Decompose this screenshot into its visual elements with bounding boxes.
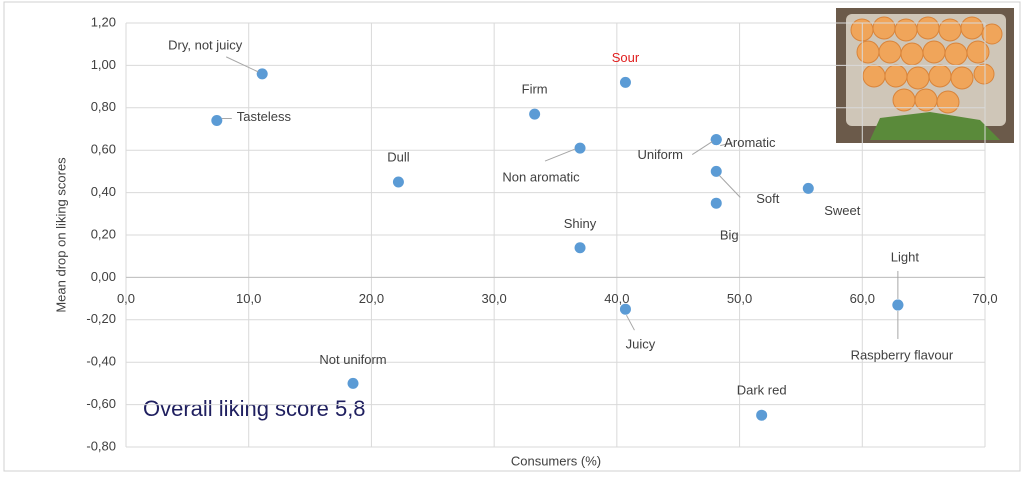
x-tick-label: 40,0 bbox=[604, 291, 629, 306]
point bbox=[711, 166, 722, 177]
point bbox=[257, 68, 268, 79]
point bbox=[575, 143, 586, 154]
x-axis-title: Consumers (%) bbox=[511, 453, 601, 468]
chart: Consumers (%) Mean drop on liking scores… bbox=[0, 0, 1025, 474]
y-tick-label: 0,40 bbox=[91, 184, 116, 199]
point bbox=[892, 299, 903, 310]
point bbox=[348, 378, 359, 389]
point bbox=[393, 177, 404, 188]
y-tick-label: 1,20 bbox=[91, 14, 116, 29]
x-tick-label: 0,0 bbox=[117, 291, 135, 306]
y-tick-label: 0,60 bbox=[91, 142, 116, 157]
point bbox=[803, 183, 814, 194]
y-tick-label: 0,80 bbox=[91, 99, 116, 114]
y-tick-label: -0,80 bbox=[86, 438, 116, 453]
annotation: Overall liking score 5,8 bbox=[143, 396, 366, 421]
x-tick-label: 60,0 bbox=[850, 291, 875, 306]
x-tick-label: 70,0 bbox=[972, 291, 997, 306]
point bbox=[211, 115, 222, 126]
point-label: Juicy bbox=[626, 337, 656, 352]
point bbox=[620, 77, 631, 88]
point bbox=[711, 134, 722, 145]
point-label: Shiny bbox=[564, 216, 597, 231]
point-label: Firm bbox=[522, 82, 548, 97]
point-label: Sour bbox=[612, 50, 640, 65]
y-tick-label: 1,00 bbox=[91, 57, 116, 72]
point bbox=[529, 109, 540, 120]
point-label: Uniform bbox=[637, 147, 683, 162]
x-tick-label: 20,0 bbox=[359, 291, 384, 306]
point-label: Raspberry flavour bbox=[851, 347, 954, 362]
x-tick-label: 30,0 bbox=[481, 291, 506, 306]
point-label: Soft bbox=[756, 191, 780, 206]
point-label: Not uniform bbox=[319, 352, 386, 367]
point-label: Light bbox=[891, 249, 920, 264]
point-label: Non aromatic bbox=[502, 170, 580, 185]
x-tick-label: 50,0 bbox=[727, 291, 752, 306]
y-tick-label: 0,20 bbox=[91, 226, 116, 241]
point bbox=[711, 198, 722, 209]
y-tick-label: -0,60 bbox=[86, 396, 116, 411]
point-label: Dark red bbox=[737, 383, 787, 398]
y-tick-label: -0,20 bbox=[86, 311, 116, 326]
x-tick-label: 10,0 bbox=[236, 291, 261, 306]
point-label: Tasteless bbox=[237, 109, 292, 124]
point-label: Big bbox=[720, 228, 739, 243]
point-label: Aromatic bbox=[724, 135, 776, 150]
point-label: Sweet bbox=[824, 203, 861, 218]
point-label: Dry, not juicy bbox=[168, 37, 243, 52]
point-label: Dull bbox=[387, 149, 410, 164]
point bbox=[756, 410, 767, 421]
y-tick-label: -0,40 bbox=[86, 354, 116, 369]
point bbox=[575, 242, 586, 253]
point bbox=[620, 304, 631, 315]
y-axis-title: Mean drop on liking scores bbox=[53, 157, 68, 313]
y-tick-label: 0,00 bbox=[91, 269, 116, 284]
